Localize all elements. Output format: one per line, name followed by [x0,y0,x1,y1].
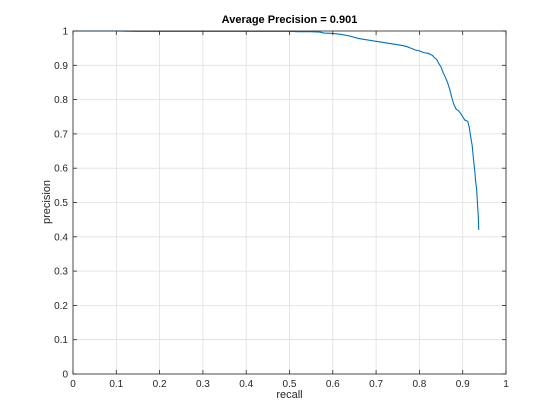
x-tick-label: 0.4 [239,379,253,390]
x-tick-label: 0 [70,379,76,390]
y-axis-label: precision [41,180,53,224]
x-tick-label: 0.8 [412,379,426,390]
y-tick-label: 0.9 [54,61,68,72]
x-tick-label: 1 [503,379,509,390]
tick-marks [72,30,507,375]
x-tick-labels: 0 0.1 0.2 0.3 0.4 0.5 0.6 0.7 0.8 0.9 1 [70,379,509,390]
y-tick-label: 0.1 [54,335,68,346]
y-tick-label: 0.3 [54,267,68,278]
x-tick-label: 0.1 [109,379,123,390]
y-tick-label: 0.5 [54,198,68,209]
x-tick-label: 0.9 [456,379,470,390]
y-tick-label: 0.2 [54,301,68,312]
x-tick-label: 0.3 [196,379,210,390]
y-tick-labels: 0 0.1 0.2 0.3 0.4 0.5 0.6 0.7 0.8 0.9 1 [54,27,68,381]
x-tick-label: 0.2 [153,379,167,390]
x-tick-label: 0.6 [326,379,340,390]
x-tick-label: 0.5 [283,379,297,390]
y-tick-label: 0.8 [54,95,68,106]
y-tick-label: 0.7 [54,129,68,140]
y-tick-label: 0 [62,370,68,381]
chart-title: Average Precision = 0.901 [222,14,358,26]
x-tick-label: 0.7 [369,379,383,390]
y-tick-label: 1 [62,27,68,38]
x-axis-label: recall [276,389,302,401]
y-tick-label: 0.6 [54,164,68,175]
y-tick-label: 0.4 [54,232,68,243]
